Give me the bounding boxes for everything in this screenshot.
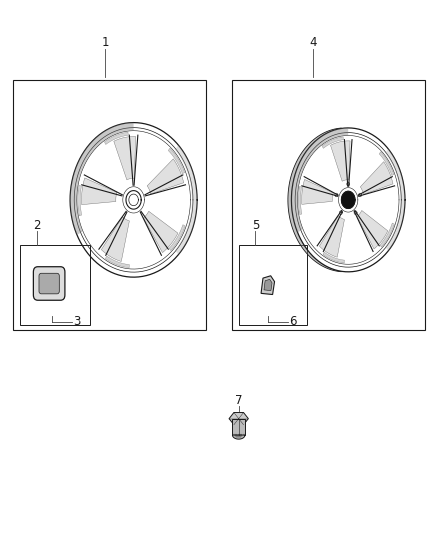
Text: 3: 3	[73, 316, 80, 328]
Polygon shape	[101, 217, 129, 262]
Polygon shape	[291, 128, 348, 232]
Polygon shape	[114, 136, 136, 180]
Bar	[233, 418, 245, 435]
Polygon shape	[379, 152, 394, 175]
Polygon shape	[261, 276, 275, 295]
Polygon shape	[233, 435, 245, 439]
Polygon shape	[380, 223, 394, 247]
Polygon shape	[169, 225, 185, 251]
Polygon shape	[360, 161, 393, 195]
Polygon shape	[302, 180, 333, 204]
Polygon shape	[78, 185, 82, 216]
Polygon shape	[70, 123, 134, 235]
Text: 4: 4	[309, 36, 317, 49]
Polygon shape	[319, 216, 344, 257]
Polygon shape	[323, 252, 344, 263]
Polygon shape	[322, 137, 343, 148]
Polygon shape	[106, 256, 129, 268]
Polygon shape	[144, 211, 178, 253]
Polygon shape	[357, 211, 388, 249]
Bar	[239, 245, 307, 325]
Text: 2: 2	[33, 219, 41, 232]
Polygon shape	[81, 178, 117, 205]
Text: 1: 1	[101, 36, 109, 49]
Bar	[232, 80, 425, 330]
Polygon shape	[331, 141, 350, 181]
Polygon shape	[175, 145, 197, 255]
Bar	[13, 80, 206, 330]
Text: 6: 6	[289, 316, 297, 328]
Polygon shape	[168, 148, 185, 174]
Text: 7: 7	[235, 394, 243, 407]
Polygon shape	[341, 191, 355, 208]
Polygon shape	[298, 187, 302, 215]
Polygon shape	[229, 413, 248, 425]
FancyBboxPatch shape	[33, 266, 65, 300]
Polygon shape	[264, 279, 272, 290]
Text: 5: 5	[252, 219, 259, 232]
Bar	[20, 245, 90, 325]
Polygon shape	[288, 128, 345, 272]
Polygon shape	[147, 159, 184, 194]
Polygon shape	[104, 132, 128, 144]
Polygon shape	[385, 149, 405, 251]
FancyBboxPatch shape	[39, 273, 59, 294]
